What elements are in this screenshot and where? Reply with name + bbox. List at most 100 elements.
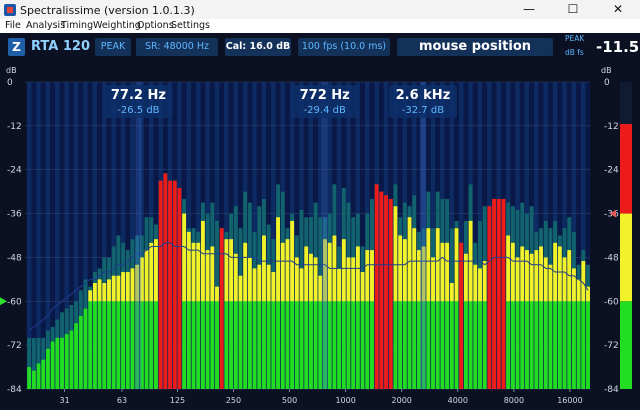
spectrum-bar-yellow xyxy=(341,239,346,302)
mouse-position-readout: mouse position xyxy=(397,38,553,56)
spectrum-bar-green xyxy=(55,337,60,389)
y-tick-label: -72 xyxy=(7,341,22,351)
band-column xyxy=(472,82,478,389)
close-button[interactable]: ✕ xyxy=(612,2,624,16)
menu-timing[interactable]: Timing xyxy=(61,20,94,31)
spectrum-bar-yellow xyxy=(463,253,468,302)
spectrum-bar-yellow xyxy=(346,257,351,302)
spectrum-bar-green xyxy=(510,301,515,389)
fps-button[interactable]: 100 fps (10.0 ms) xyxy=(298,38,390,56)
spectrum-bar-yellow xyxy=(304,246,309,302)
spectrum-bar-green xyxy=(210,301,215,389)
spectrum-bar-green xyxy=(290,301,295,389)
dbfs-label: dB fs xyxy=(565,48,584,57)
spectrum-bar-green xyxy=(581,301,586,389)
menu-analysis[interactable]: Analysis xyxy=(26,20,66,31)
marker-level-label: -26.5 dB xyxy=(117,105,159,116)
marker-frequency-label: 77.2 Hz xyxy=(111,88,166,103)
spectrum-bar-green xyxy=(402,301,407,389)
spectrum-bar-yellow xyxy=(210,246,215,302)
spectrum-bar-green xyxy=(78,315,83,389)
band-column xyxy=(576,82,581,389)
band-column xyxy=(92,82,98,389)
calibration-button[interactable]: Cal: 16.0 dB xyxy=(225,38,291,56)
maximize-button[interactable]: ☐ xyxy=(567,2,579,16)
spectrum-bar-yellow xyxy=(280,242,285,302)
spectrum-bar-green xyxy=(27,367,32,389)
spectrum-bar-clipped xyxy=(501,198,506,389)
band-column xyxy=(78,82,84,389)
spectrum-bar-green xyxy=(327,301,332,389)
band-column xyxy=(458,82,464,389)
spectrum-bar-green xyxy=(318,301,323,389)
minimize-button[interactable]: — xyxy=(523,2,535,16)
x-tick-label: 1000 xyxy=(335,396,355,405)
band-column xyxy=(130,82,135,389)
menu-weighting[interactable]: Weighting xyxy=(93,20,141,31)
spectrum-bar-green xyxy=(69,330,74,389)
spectrum-bar-green xyxy=(431,301,435,389)
spectrum-bar-yellow xyxy=(229,239,234,302)
spectrum-bar-green xyxy=(182,301,187,389)
spectrum-bar-green xyxy=(243,301,248,389)
spectrum-bar-green xyxy=(135,301,140,389)
spectrum-bar-green xyxy=(553,301,558,389)
spectrum-bar-yellow xyxy=(445,242,450,302)
weighting-z-button[interactable]: Z xyxy=(8,38,25,56)
spectrum-bar-yellow xyxy=(351,257,356,302)
spectrum-bar-green xyxy=(271,301,276,389)
average-line xyxy=(28,242,589,331)
spectrum-bar-green xyxy=(36,363,41,389)
x-tick-label: 125 xyxy=(170,396,185,405)
spectrum-bar-yellow xyxy=(365,250,370,302)
spectrum-bar-yellow xyxy=(243,242,248,302)
spectrum-bar-green xyxy=(102,301,107,389)
spectrum-bar-green xyxy=(252,301,257,389)
spectrum-bar-yellow xyxy=(271,272,276,302)
spectrum-bar-green xyxy=(449,301,454,389)
band-column xyxy=(40,82,46,389)
spectrum-bar-green xyxy=(224,301,229,389)
band-column xyxy=(59,82,65,389)
marker-column xyxy=(135,82,142,389)
peak-mode-button[interactable]: PEAK xyxy=(95,38,131,56)
y-tick-label: 0 xyxy=(7,78,13,88)
spectrum-bar-green xyxy=(482,301,487,389)
menu-settings[interactable]: Settings xyxy=(171,20,210,31)
spectrum-bar-yellow xyxy=(139,257,144,302)
rta-resolution-label[interactable]: RTA 120 xyxy=(31,39,91,54)
spectrum-bar-yellow xyxy=(149,242,154,302)
level-meter-segment xyxy=(620,301,632,389)
spectrum-bar-yellow xyxy=(370,250,374,302)
y-tick-label: -60 xyxy=(7,297,22,307)
spectrum-bar-yellow xyxy=(548,264,553,302)
spectrum-bar-green xyxy=(515,301,520,389)
marker-label-box xyxy=(104,85,173,118)
spectrum-bar-yellow xyxy=(224,239,229,302)
spectrum-bar-yellow xyxy=(407,217,412,302)
spectrum-bar-yellow xyxy=(562,257,567,302)
spectrum-bar-yellow xyxy=(539,246,543,302)
meter-threshold-marker xyxy=(610,209,616,218)
sample-rate-button[interactable]: SR: 48000 Hz xyxy=(136,38,218,56)
band-column xyxy=(97,82,102,389)
x-tick-label: 31 xyxy=(60,396,70,405)
spectrum-bar-yellow xyxy=(426,228,431,302)
menu-options[interactable]: Options xyxy=(137,20,174,31)
spectrum-plot[interactable]: 77.2 Hz -26.5 dB 772 Hz -29.4 dB 2.6 kHz -32.… xyxy=(0,63,640,410)
band-column xyxy=(125,82,131,389)
spectrum-bar-yellow xyxy=(154,239,158,302)
spectrum-bar-yellow xyxy=(581,261,586,302)
level-meter-segment xyxy=(620,124,632,214)
spectrum-bar-yellow xyxy=(327,242,332,302)
menu-file[interactable]: File xyxy=(5,20,21,31)
spectrum-bar-green xyxy=(262,301,266,389)
spectrum-bar-green xyxy=(285,301,290,389)
spectrum-bar-yellow xyxy=(360,272,365,302)
menu-bar: File Analysis Timing Weighting Options S… xyxy=(0,19,640,33)
spectrum-bar-yellow xyxy=(473,264,478,302)
y-tick-label-right: -60 xyxy=(604,297,619,307)
spectrum-bar-yellow xyxy=(111,275,116,302)
spectrum-bar-yellow xyxy=(525,250,529,302)
spectrum-bar-yellow xyxy=(205,250,210,302)
